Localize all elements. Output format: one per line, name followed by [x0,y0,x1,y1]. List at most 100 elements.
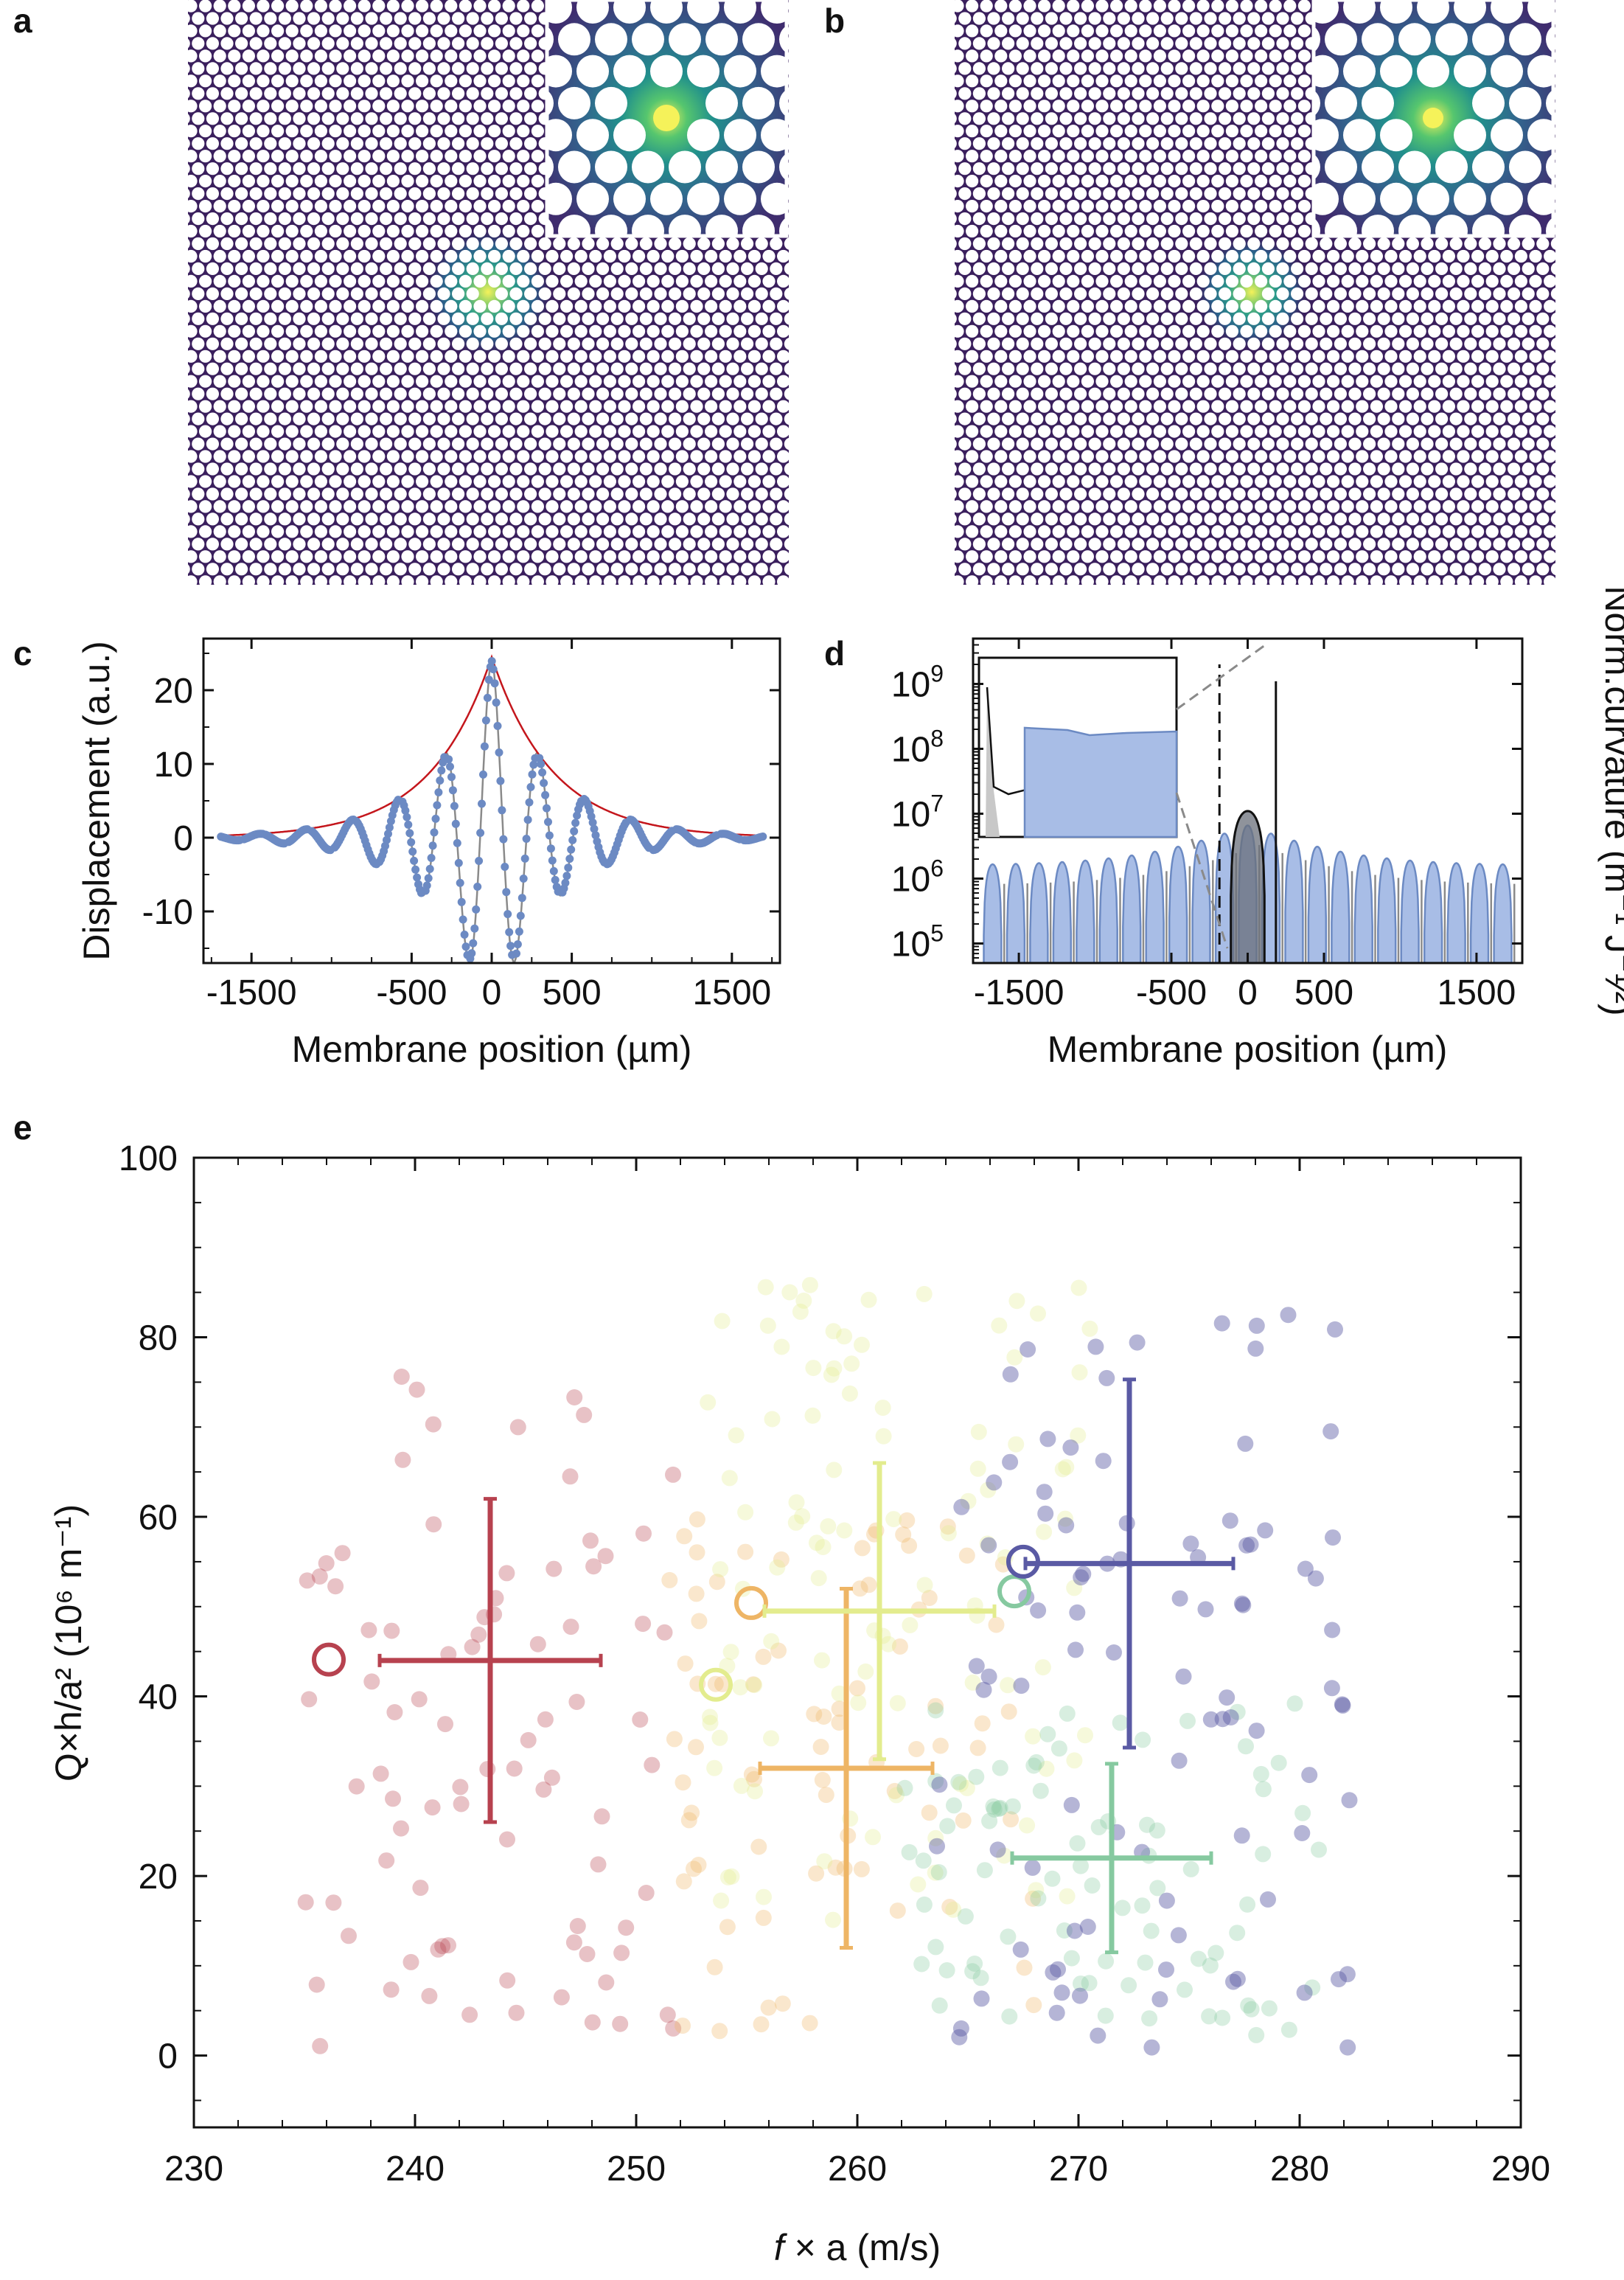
lattice-hole [1067,324,1080,338]
lattice-hole [690,550,703,563]
lattice-hole [430,74,443,88]
lattice-hole [1045,362,1058,375]
lattice-hole [589,350,602,363]
lattice-hole [582,387,595,400]
lattice-hole [1565,112,1578,125]
lattice-hole [271,274,285,288]
lattice-hole [1189,187,1202,201]
lattice-hole [538,387,551,400]
lattice-hole [1509,86,1541,119]
lattice-hole [278,12,291,25]
lattice-hole [1297,150,1311,163]
lattice-hole [466,387,479,400]
lattice-hole [1558,150,1571,162]
lattice-hole [1240,400,1253,413]
lattice-hole [1305,563,1318,576]
lattice-hole [574,375,588,388]
lattice-hole [726,563,739,576]
lattice-hole [741,437,754,451]
lattice-hole [1514,400,1527,413]
lattice-hole [321,112,335,125]
lattice-hole [1233,387,1246,400]
lattice-hole [690,575,703,585]
lattice-hole [495,563,509,576]
lattice-hole [1153,24,1166,38]
lattice-hole [278,312,291,325]
lattice-hole [937,350,949,363]
lattice-hole [1153,49,1166,63]
lattice-hole [1211,0,1224,13]
lattice-hole [1023,299,1036,313]
lattice-hole [1225,350,1238,363]
lattice-hole [1008,125,1022,138]
lattice-hole [192,162,205,175]
lattice-hole [762,375,776,388]
lattice-hole [697,487,711,501]
lattice-hole [733,299,747,313]
lattice-hole [300,350,313,363]
lattice-hole [639,287,653,300]
lattice-hole [1255,224,1268,238]
lattice-hole [422,412,436,425]
lattice-hole [350,137,363,150]
lattice-hole [401,575,414,585]
lattice-hole [264,287,277,300]
lattice-hole [1384,525,1398,538]
lattice-hole [966,375,979,388]
lattice-hole [792,300,804,313]
lattice-hole [1341,500,1354,513]
x-tick-label: 1500 [1437,973,1516,1012]
lattice-hole [1074,387,1087,400]
lattice-hole [278,462,291,476]
lattice-hole [220,212,234,226]
lattice-hole [1454,182,1486,215]
displacement-point [543,804,551,813]
lattice-hole [228,49,241,63]
lattice-hole [560,525,574,538]
lattice-hole [1370,475,1383,488]
lattice-hole [654,337,667,350]
lattice-hole [639,237,653,251]
lattice-hole [675,450,689,463]
lattice-hole [733,350,747,363]
lattice-hole [603,500,617,513]
lattice-hole [459,274,473,288]
lattice-hole [1175,262,1188,275]
lattice-hole [1059,563,1073,576]
lattice-hole [632,249,646,263]
lattice-hole [1478,387,1491,400]
lattice-hole [488,525,501,538]
lattice-hole [372,350,386,363]
lattice-hole [445,200,458,213]
displacement-point [519,875,528,883]
lattice-hole [1558,425,1571,438]
lattice-hole [380,538,393,551]
lattice-hole [538,538,551,551]
lattice-hole [1283,150,1297,163]
lattice-hole [937,400,949,413]
lattice-hole [762,500,776,513]
lattice-hole [1124,575,1137,585]
lattice-hole [1399,299,1412,313]
lattice-hole [756,588,768,600]
displacement-point [483,693,492,702]
lattice-hole [422,487,436,501]
lattice-hole [1160,87,1174,100]
lattice-hole [188,464,190,474]
lattice-hole [719,425,732,438]
lattice-hole [610,362,624,375]
lattice-hole [1546,153,1553,181]
lattice-hole [372,425,386,438]
lattice-hole [517,125,530,138]
displacement-point [436,776,445,785]
lattice-hole [307,287,321,300]
lattice-hole [509,362,523,375]
lattice-hole [762,550,776,563]
lattice-hole [358,375,371,388]
lattice-hole [1031,512,1044,526]
lattice-hole [576,182,609,215]
lattice-hole [1146,87,1160,100]
lattice-hole [1045,262,1058,275]
lattice-hole [1283,525,1297,538]
lattice-hole [547,0,572,24]
